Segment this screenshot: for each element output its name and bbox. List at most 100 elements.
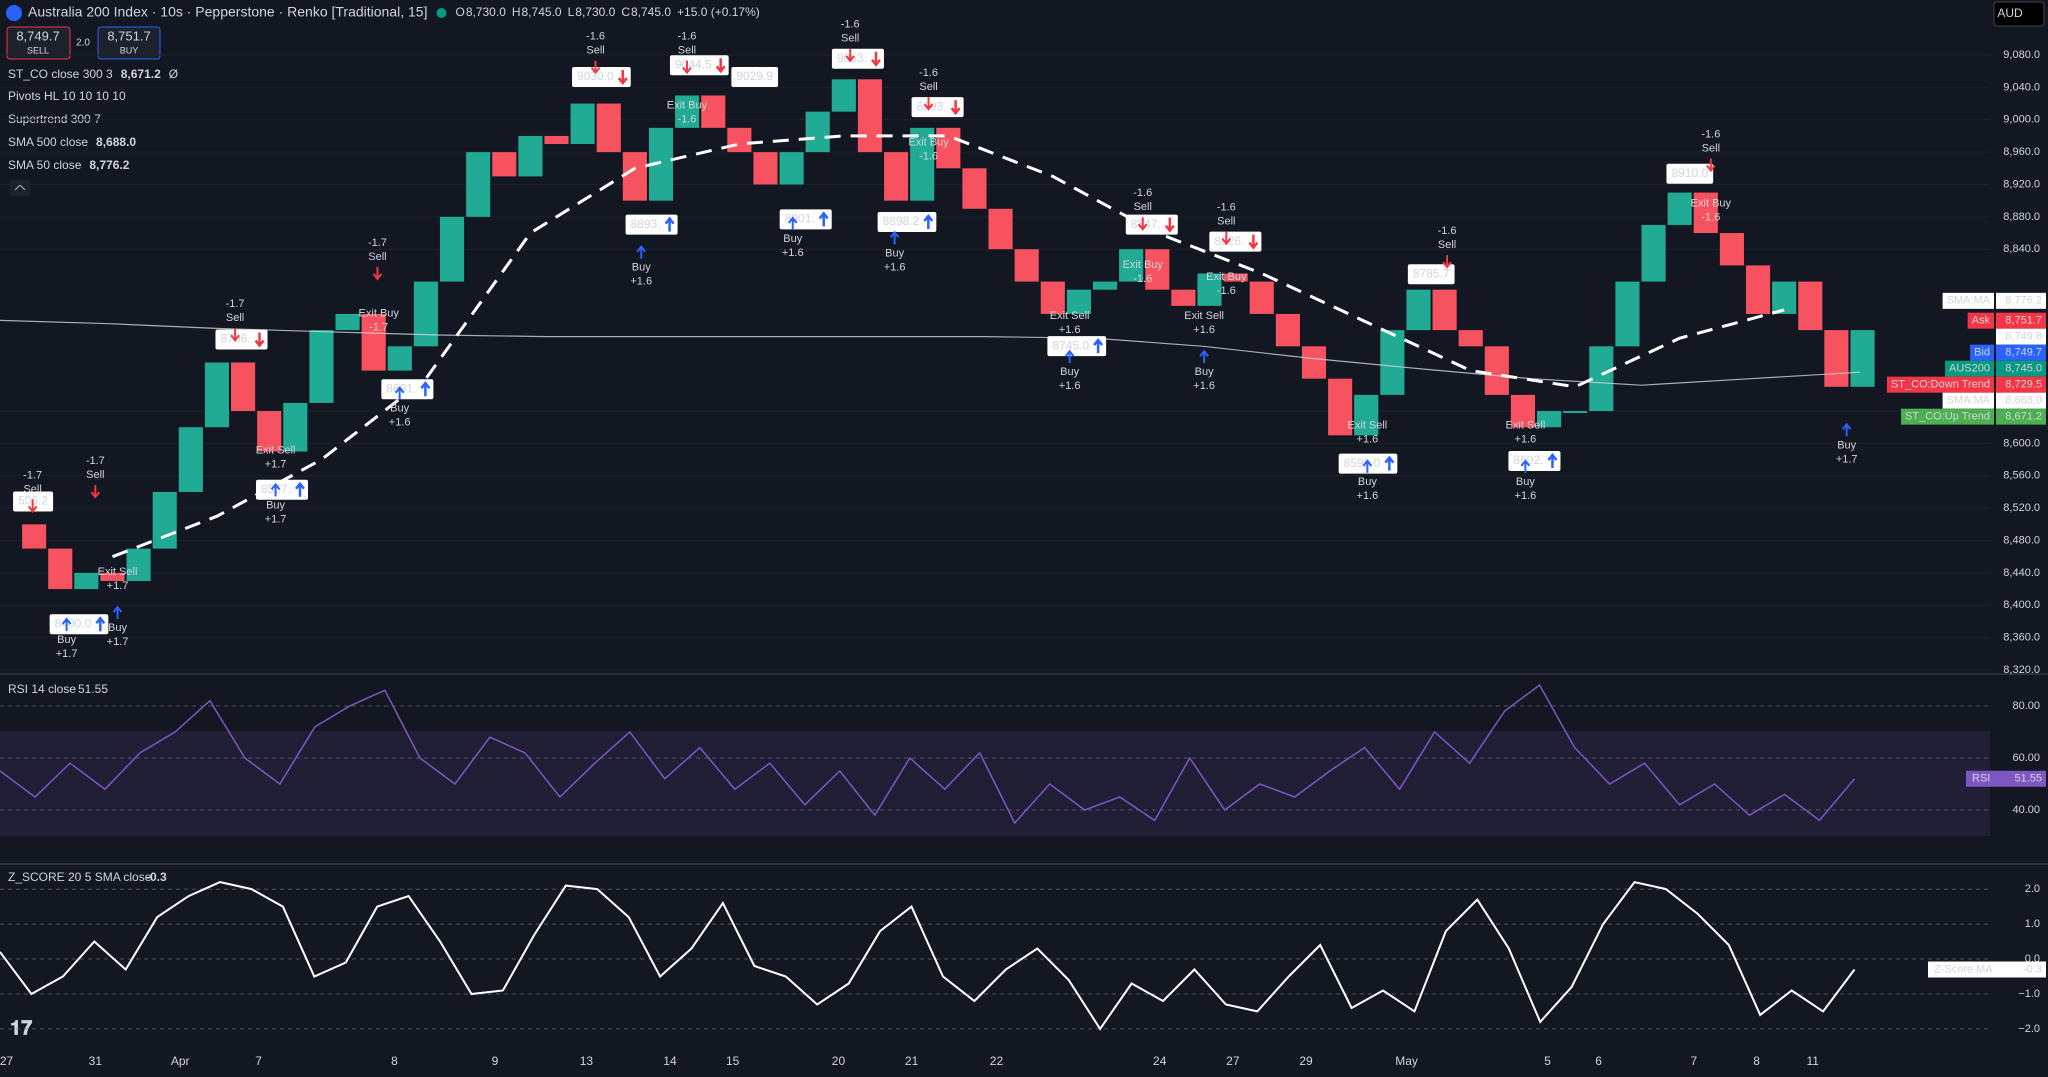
symbol-title: Australia 200 Index · 10s · Pepperstone …: [28, 4, 427, 20]
sell-signal: -1.6: [919, 67, 938, 79]
buy-signal: +1.6: [1059, 380, 1081, 392]
trade-arrow: [1248, 234, 1259, 250]
buy-signal: +1.7: [1836, 453, 1858, 465]
currency-button[interactable]: [1993, 1, 2045, 27]
sell-signal: -1.6: [1133, 187, 1152, 199]
collapse-icon: [14, 184, 26, 191]
trade-price-box: [731, 67, 779, 88]
z-tag-name: Z-Score MA: [1934, 963, 1993, 975]
rsi-tag-name: RSI: [1972, 773, 1990, 785]
ohlc-text: O: [455, 5, 464, 19]
buy-signal: +1.7: [265, 513, 287, 525]
trade-arrow: [1093, 338, 1104, 354]
buy-signal: +1.6: [389, 417, 411, 429]
signal-arrow: [682, 60, 692, 75]
price-tag-value: 8,745.0: [2005, 363, 2042, 375]
renko-brick: [309, 330, 334, 403]
price-tag-value-box: [1996, 392, 2046, 409]
sell-signal: Sell: [368, 251, 386, 263]
renko-brick: [1745, 265, 1771, 314]
collapse-button[interactable]: [10, 180, 30, 196]
trade-price-box: [1125, 214, 1178, 235]
date-label: 8: [1753, 1054, 1760, 1068]
renko-brick: [1145, 249, 1170, 290]
renko-brick: [178, 427, 203, 492]
sell-signal: -1.6: [586, 30, 605, 42]
exit-signal: Exit Sell: [1184, 310, 1224, 322]
renko-brick: [1380, 330, 1405, 395]
price-tag-value: 8,671.2: [2005, 411, 2042, 423]
price-tag-name-box: [1942, 392, 1994, 409]
trade-price-label: 9030.0: [577, 69, 614, 83]
renko-brick: [1197, 273, 1222, 306]
date-label: 21: [905, 1054, 919, 1068]
renko-brick: [622, 152, 647, 201]
renko-brick: [1850, 330, 1875, 387]
signal-arrow: [27, 499, 38, 513]
sma-50-line: [111, 134, 1785, 559]
exit-signal: +1.7: [107, 580, 129, 592]
renko-brick: [1406, 289, 1431, 331]
price-tick-label: 8,880.0: [2003, 211, 2040, 223]
trade-price-box: [1407, 264, 1455, 285]
price-tag-name-box: [1967, 312, 1994, 329]
trade-arrow: [295, 481, 305, 497]
renko-brick: [831, 79, 856, 112]
trade-arrow: [715, 58, 726, 74]
symbol-icon: [6, 5, 22, 21]
trade-arrow: [870, 51, 881, 67]
renko-brick: [1798, 281, 1823, 331]
signal-arrow: [61, 617, 72, 631]
renko-brick: [1510, 394, 1536, 428]
exit-signal: -1.6: [1701, 212, 1720, 224]
renko-brick: [675, 95, 700, 128]
renko-brick: [1432, 289, 1457, 331]
trade-price-label: 8400.0: [55, 616, 92, 630]
price-tick-label: 8,400.0: [2003, 599, 2040, 611]
renko-brick: [204, 362, 230, 428]
buy-signal: +1.7: [107, 636, 129, 648]
buy-signal: +1.6: [1193, 380, 1215, 392]
signal-arrow: [1064, 349, 1075, 364]
signal-arrow: [1221, 231, 1232, 246]
renko-brick: [596, 103, 621, 153]
price-tag-value-box: [1996, 312, 2046, 329]
renko-brick: [335, 313, 360, 331]
trade-price-box: [255, 479, 309, 500]
sell-button[interactable]: [6, 26, 71, 60]
date-label: 20: [832, 1054, 846, 1068]
renko-brick: [753, 152, 778, 185]
renko-brick: [413, 281, 438, 347]
buy-label: BUY: [120, 45, 139, 55]
price-tick-label: 8,360.0: [2003, 632, 2040, 644]
renko-brick: [387, 346, 412, 371]
price-tag-value: 8,729.5: [2005, 379, 2042, 391]
buy-signal: Buy: [783, 233, 802, 245]
price-tag-name: Bid: [1974, 347, 1990, 359]
buy-signal: Buy: [885, 247, 904, 259]
signal-arrow: [372, 266, 383, 281]
trade-price-box: [49, 614, 109, 635]
trade-price-label: 8599.0: [1344, 456, 1381, 470]
signal-arrow: [1199, 349, 1209, 364]
signal-arrow: [112, 605, 123, 620]
rsi-tag-value: 51.55: [2014, 773, 2042, 785]
date-label: 5: [1544, 1054, 1551, 1068]
buy-signal: Buy: [57, 634, 76, 646]
trade-price-label: 9044.5: [675, 57, 712, 71]
trade-arrow: [1547, 453, 1558, 469]
renko-brick: [283, 402, 308, 452]
buy-button[interactable]: [97, 26, 161, 60]
signal-arrow: [636, 245, 647, 259]
currency: AUD: [1997, 6, 2023, 20]
buy-signal: Buy: [108, 622, 127, 634]
renko-brick: [1693, 192, 1718, 234]
date-label: 14: [663, 1054, 677, 1068]
legend-name: Supertrend 300 7: [8, 112, 101, 126]
price-tick-label: 9,000.0: [2003, 114, 2040, 126]
price-tag-name-box: [1886, 376, 1994, 393]
z-value: -0.3: [146, 870, 167, 884]
signal-arrow: [845, 48, 855, 63]
price-tag-value: 8,688.0: [2005, 395, 2042, 407]
